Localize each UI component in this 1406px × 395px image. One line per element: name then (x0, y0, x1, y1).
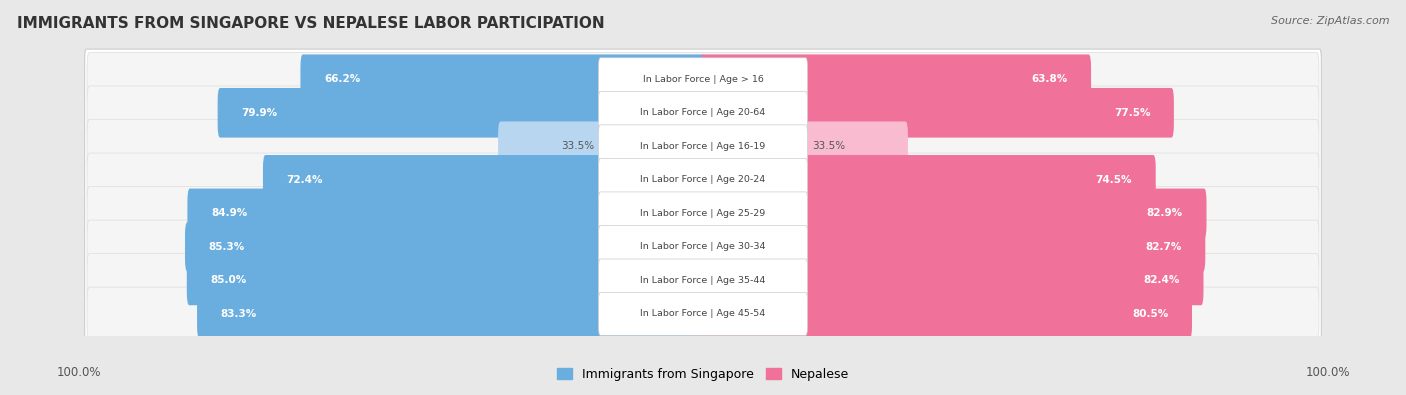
FancyBboxPatch shape (700, 55, 1091, 104)
FancyBboxPatch shape (218, 88, 706, 137)
FancyBboxPatch shape (599, 91, 807, 134)
Text: In Labor Force | Age 20-24: In Labor Force | Age 20-24 (640, 175, 766, 184)
FancyBboxPatch shape (599, 192, 807, 235)
Text: 33.5%: 33.5% (561, 141, 595, 151)
Text: Source: ZipAtlas.com: Source: ZipAtlas.com (1271, 16, 1389, 26)
FancyBboxPatch shape (87, 86, 1319, 139)
FancyBboxPatch shape (700, 188, 1206, 238)
Text: 72.4%: 72.4% (287, 175, 323, 185)
Text: In Labor Force | Age 45-54: In Labor Force | Age 45-54 (640, 309, 766, 318)
FancyBboxPatch shape (87, 119, 1319, 173)
Text: In Labor Force | Age 20-64: In Labor Force | Age 20-64 (640, 108, 766, 117)
Text: In Labor Force | Age 25-29: In Labor Force | Age 25-29 (640, 209, 766, 218)
Text: 85.0%: 85.0% (211, 275, 246, 286)
Text: 82.7%: 82.7% (1146, 242, 1181, 252)
FancyBboxPatch shape (87, 254, 1319, 307)
FancyBboxPatch shape (84, 49, 1322, 344)
FancyBboxPatch shape (187, 188, 706, 238)
Text: 84.9%: 84.9% (211, 209, 247, 218)
Text: 79.9%: 79.9% (242, 108, 277, 118)
Text: In Labor Force | Age > 16: In Labor Force | Age > 16 (643, 75, 763, 84)
Text: 100.0%: 100.0% (56, 366, 101, 379)
Text: 82.4%: 82.4% (1143, 275, 1180, 286)
Legend: Immigrants from Singapore, Nepalese: Immigrants from Singapore, Nepalese (557, 368, 849, 381)
FancyBboxPatch shape (700, 256, 1204, 305)
Text: 63.8%: 63.8% (1031, 74, 1067, 84)
Text: In Labor Force | Age 35-44: In Labor Force | Age 35-44 (640, 276, 766, 285)
FancyBboxPatch shape (87, 53, 1319, 106)
FancyBboxPatch shape (186, 222, 706, 272)
FancyBboxPatch shape (87, 220, 1319, 274)
Text: 74.5%: 74.5% (1095, 175, 1132, 185)
Text: 77.5%: 77.5% (1114, 108, 1150, 118)
FancyBboxPatch shape (197, 289, 706, 339)
FancyBboxPatch shape (599, 58, 807, 101)
Text: 85.3%: 85.3% (208, 242, 245, 252)
FancyBboxPatch shape (87, 153, 1319, 207)
Text: In Labor Force | Age 30-34: In Labor Force | Age 30-34 (640, 243, 766, 251)
Text: 82.9%: 82.9% (1147, 209, 1182, 218)
FancyBboxPatch shape (700, 88, 1174, 137)
FancyBboxPatch shape (700, 155, 1156, 205)
FancyBboxPatch shape (599, 226, 807, 268)
FancyBboxPatch shape (87, 287, 1319, 341)
Text: 100.0%: 100.0% (1305, 366, 1350, 379)
FancyBboxPatch shape (263, 155, 706, 205)
FancyBboxPatch shape (187, 256, 706, 305)
FancyBboxPatch shape (87, 186, 1319, 240)
FancyBboxPatch shape (700, 222, 1205, 272)
FancyBboxPatch shape (599, 259, 807, 302)
FancyBboxPatch shape (599, 158, 807, 201)
Text: 83.3%: 83.3% (221, 309, 257, 319)
Text: 66.2%: 66.2% (323, 74, 360, 84)
Text: IMMIGRANTS FROM SINGAPORE VS NEPALESE LABOR PARTICIPATION: IMMIGRANTS FROM SINGAPORE VS NEPALESE LA… (17, 16, 605, 31)
FancyBboxPatch shape (700, 289, 1192, 339)
FancyBboxPatch shape (599, 125, 807, 168)
FancyBboxPatch shape (700, 122, 908, 171)
Text: 33.5%: 33.5% (811, 141, 845, 151)
FancyBboxPatch shape (599, 292, 807, 335)
Text: 80.5%: 80.5% (1132, 309, 1168, 319)
FancyBboxPatch shape (498, 122, 706, 171)
FancyBboxPatch shape (301, 55, 706, 104)
Text: In Labor Force | Age 16-19: In Labor Force | Age 16-19 (640, 142, 766, 151)
